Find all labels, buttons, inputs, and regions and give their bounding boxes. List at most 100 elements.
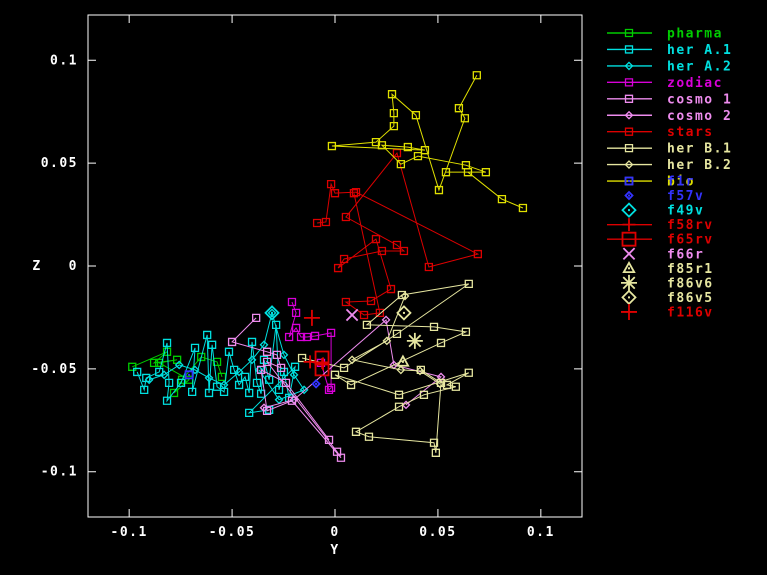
legend-item-her-B-2: her B.2	[607, 158, 731, 173]
marker-square	[252, 313, 261, 322]
marker-square	[207, 340, 217, 349]
marker-square	[252, 378, 262, 388]
legend-label: f58rv	[667, 218, 714, 233]
marker-square	[481, 168, 491, 177]
legend-item-f86v5: f86v5	[621, 289, 712, 306]
marker-square	[386, 284, 396, 294]
series-f66r	[345, 308, 359, 322]
marker-plus	[621, 303, 637, 320]
marker-square	[389, 121, 399, 131]
marker-square	[375, 308, 385, 318]
marker-square	[330, 189, 340, 198]
legend-label: pharma	[667, 27, 723, 42]
series-her-B-2	[347, 291, 445, 389]
marker-plus	[303, 355, 317, 369]
marker-square	[454, 104, 464, 113]
series-f65rv	[314, 350, 330, 377]
series-f86v5	[396, 305, 412, 321]
marker-square	[424, 262, 434, 272]
marker-square	[245, 388, 254, 398]
marker-square	[262, 406, 272, 415]
axes-ticks: -0.1 -0.05 0 0.05 0.1 -0.1 -0.05 0 0.05 0.1	[31, 15, 582, 540]
marker-square	[327, 141, 337, 151]
series-f49v	[264, 305, 280, 321]
legend-label: f85r1	[667, 262, 714, 277]
y-tick-label: -0.1	[41, 465, 78, 480]
marker-diamond-dot	[264, 305, 280, 321]
marker-square	[227, 337, 237, 347]
marker-square	[302, 332, 312, 342]
legend-item-f65rv: f65rv	[607, 231, 714, 248]
marker-square	[204, 388, 214, 398]
marker-diamond-dot	[311, 379, 321, 389]
legend-item-cosmo-1: cosmo 1	[607, 92, 732, 107]
legend-label: stars	[667, 125, 714, 140]
marker-square	[247, 337, 257, 347]
legend-label: f86v6	[667, 276, 714, 291]
marker-square	[274, 385, 284, 395]
marker-square	[434, 185, 444, 195]
marker-square	[321, 217, 331, 227]
marker-square	[460, 114, 470, 123]
marker-square	[392, 329, 402, 339]
marker-dot	[628, 267, 630, 270]
marker-square	[162, 338, 172, 348]
marker-square	[234, 380, 244, 390]
marker-diamond	[401, 400, 411, 410]
series-f86v6	[406, 332, 423, 349]
marker-square	[332, 447, 342, 456]
marker-square	[351, 187, 361, 197]
marker-diamond	[396, 365, 406, 375]
marker-diamond	[247, 355, 257, 365]
marker-square	[349, 189, 359, 198]
x-tick-label: -0.05	[209, 525, 256, 540]
marker-square	[341, 212, 351, 222]
marker-square	[392, 148, 402, 158]
marker-square	[312, 218, 322, 228]
marker-square	[377, 246, 387, 256]
marker-square	[411, 111, 421, 120]
marker-dot	[628, 209, 630, 212]
marker-square	[366, 296, 376, 306]
marker-square	[176, 378, 186, 388]
marker-square	[464, 368, 473, 377]
marker-square	[330, 370, 340, 379]
marker-diamond-dot	[396, 305, 412, 321]
marker-diamond	[436, 372, 446, 382]
marker-square	[431, 448, 441, 457]
marker-square	[624, 78, 634, 87]
marker-square	[333, 263, 343, 273]
marker-square	[403, 142, 413, 152]
legend-item-pharma: pharma	[607, 27, 723, 42]
marker-square	[387, 90, 397, 99]
marker-square	[287, 297, 297, 307]
marker-square	[394, 390, 404, 399]
marker-diamond-dot	[624, 190, 634, 201]
marker-square	[420, 146, 430, 155]
marker-square	[219, 387, 229, 397]
legend-item-f116v: f116v	[621, 303, 712, 320]
legend-label: f65rv	[667, 233, 714, 248]
marker-square	[341, 297, 351, 307]
series-line	[263, 318, 443, 409]
marker-square	[169, 388, 179, 398]
marker-square	[259, 355, 269, 364]
legend-label: cosmo 1	[667, 92, 732, 107]
marker-square	[436, 338, 446, 348]
marker-square	[133, 367, 142, 377]
series-line	[301, 283, 470, 453]
marker-asterisk	[621, 274, 637, 291]
marker-dot	[628, 296, 630, 299]
marker-diamond	[174, 360, 184, 370]
marker-diamond	[289, 370, 299, 380]
marker-square	[142, 373, 151, 383]
series-her-A-2	[144, 308, 309, 405]
marker-square	[624, 94, 634, 103]
legend-item-f86v6: f86v6	[621, 274, 714, 291]
legend-label: cosmo 2	[667, 109, 732, 124]
marker-dot	[628, 194, 630, 197]
marker-square	[162, 396, 172, 405]
legend-label: zodiac	[667, 76, 723, 91]
marker-diamond	[435, 379, 445, 389]
